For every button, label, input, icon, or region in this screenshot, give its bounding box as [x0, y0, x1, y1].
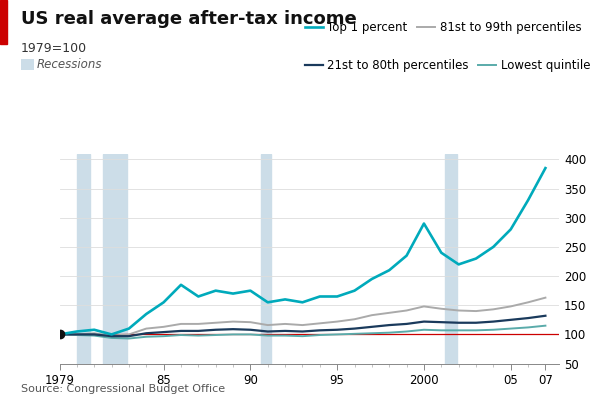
Bar	[261, 154, 271, 364]
Bar	[444, 154, 457, 364]
Text: Recessions: Recessions	[37, 58, 102, 71]
Legend: 21st to 80th percentiles, Lowest quintile: 21st to 80th percentiles, Lowest quintil…	[300, 55, 595, 77]
Text: US real average after-tax income: US real average after-tax income	[21, 10, 356, 28]
Text: Source: Congressional Budget Office: Source: Congressional Budget Office	[21, 384, 225, 394]
Bar	[77, 154, 90, 364]
Bar	[103, 154, 127, 364]
Text: 1979=100: 1979=100	[21, 42, 87, 55]
